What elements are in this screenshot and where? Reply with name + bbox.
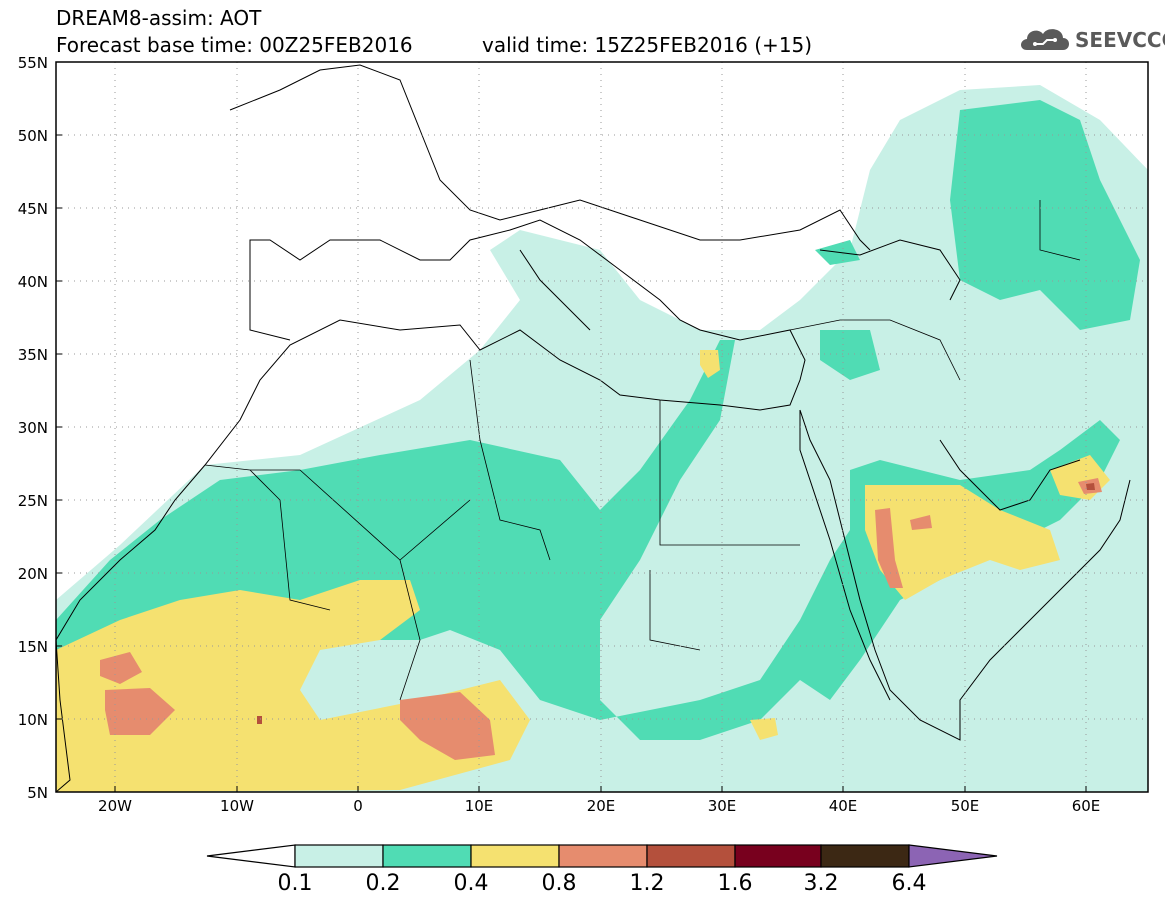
lat-label: 45N xyxy=(17,200,48,218)
aot-field xyxy=(56,85,1148,792)
colorbar-over-arrow xyxy=(908,844,998,868)
colorbar-under-arrow xyxy=(206,844,296,868)
coastlines xyxy=(56,64,1131,792)
lon-label: 10E xyxy=(464,797,494,815)
lat-label: 50N xyxy=(17,127,48,145)
aot-level-0-8 xyxy=(100,478,1102,760)
logo-text: SEEVCCC xyxy=(1075,28,1165,52)
lon-label: 20W xyxy=(98,797,132,815)
lon-label: 20E xyxy=(586,797,616,815)
lat-label: 40N xyxy=(17,273,48,291)
lat-label: 55N xyxy=(17,54,48,72)
map-title: DREAM8-assim: AOT xyxy=(56,6,262,30)
lon-label: 60E xyxy=(1071,797,1101,815)
colorbar-bin-3-2 xyxy=(820,844,910,868)
aot-level-0-2 xyxy=(56,100,1140,740)
forecast-base-time: Forecast base time: 00Z25FEB2016 xyxy=(56,33,413,57)
lat-label: 15N xyxy=(17,638,48,656)
country-borders xyxy=(204,200,1081,701)
lon-label: 40E xyxy=(828,797,858,815)
seevccc-logo: SEEVCCC xyxy=(1017,22,1165,56)
lat-label: 5N xyxy=(27,784,48,802)
colorbar-label: 0.2 xyxy=(365,871,401,896)
colorbar-label: 0.1 xyxy=(277,871,313,896)
colorbar-label: 0.8 xyxy=(541,871,577,896)
colorbar-bin-1-6 xyxy=(734,844,822,868)
colorbar xyxy=(206,844,998,868)
grid xyxy=(56,62,1148,792)
colorbar-label: 0.4 xyxy=(453,871,489,896)
colorbar-bin-0-4 xyxy=(470,844,560,868)
lon-label: 50E xyxy=(950,797,980,815)
lon-label: 0 xyxy=(353,797,363,815)
valid-time: valid time: 15Z25FEB2016 (+15) xyxy=(482,33,813,57)
lat-label: 20N xyxy=(17,565,48,583)
lon-label: 30E xyxy=(707,797,737,815)
lat-label: 35N xyxy=(17,346,48,364)
colorbar-bin-0-8 xyxy=(558,844,648,868)
colorbar-label: 1.2 xyxy=(629,871,665,896)
lat-label: 25N xyxy=(17,492,48,510)
colorbar-label: 3.2 xyxy=(803,871,839,896)
aot-level-1-2 xyxy=(257,483,1095,724)
lat-label: 10N xyxy=(17,711,48,729)
colorbar-label: 6.4 xyxy=(891,871,927,896)
lat-label: 30N xyxy=(17,419,48,437)
colorbar-bin-0-1 xyxy=(294,844,384,868)
lon-label: 10W xyxy=(220,797,254,815)
colorbar-bin-0-2 xyxy=(382,844,472,868)
axis-ticks xyxy=(56,134,1087,792)
colorbar-bin-1-2 xyxy=(646,844,736,868)
colorbar-label: 1.6 xyxy=(717,871,753,896)
cloud-icon xyxy=(1021,29,1069,50)
